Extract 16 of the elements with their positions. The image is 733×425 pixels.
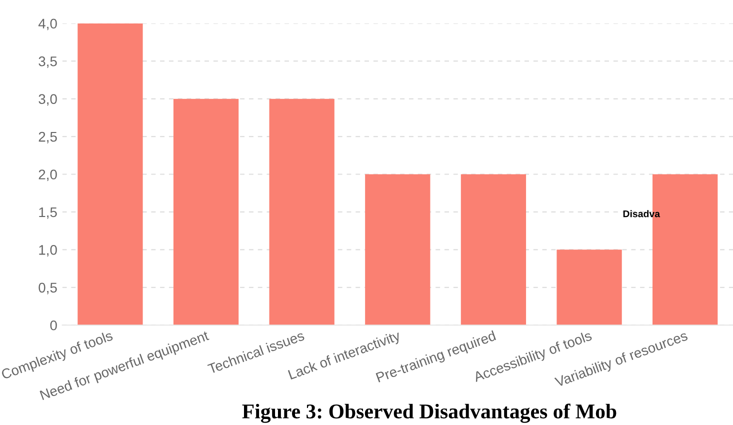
y-tick-label: 0 bbox=[50, 320, 57, 330]
y-tick-label: 2,5 bbox=[38, 132, 57, 144]
bar bbox=[269, 98, 334, 326]
bar bbox=[173, 98, 239, 326]
bar bbox=[365, 174, 430, 326]
y-tick-label: 1,0 bbox=[39, 245, 57, 256]
y-tick-label: 3,5 bbox=[38, 56, 57, 68]
y-tick-label: 3,0 bbox=[38, 94, 57, 106]
caption: Figure 3: Observed Disadvantages of Mob bbox=[242, 404, 616, 423]
bar bbox=[556, 250, 622, 326]
y-tick-label: 1,5 bbox=[39, 207, 57, 219]
bar bbox=[78, 23, 143, 326]
y-tick-label: 2,0 bbox=[38, 170, 57, 182]
bar bbox=[460, 174, 526, 326]
y-tick-label: 4,0 bbox=[38, 18, 57, 30]
y-tick-label: 0,5 bbox=[38, 282, 57, 294]
